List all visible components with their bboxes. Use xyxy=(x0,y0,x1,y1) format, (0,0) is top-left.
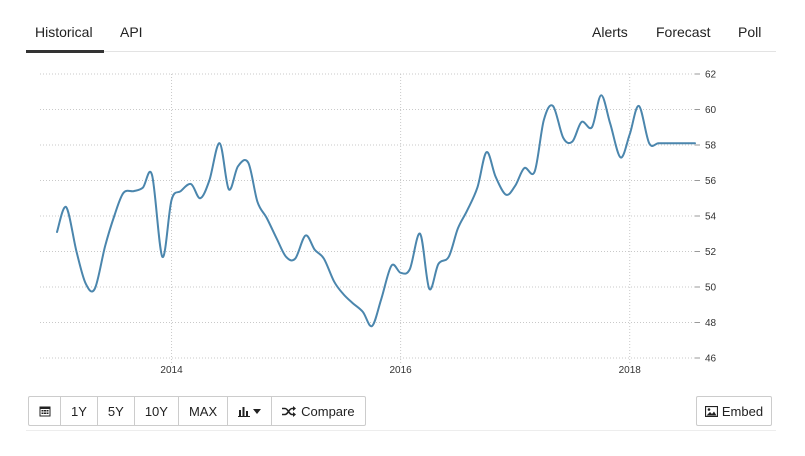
y-tick-label: 52 xyxy=(705,247,717,258)
calendar-button[interactable] xyxy=(29,397,61,425)
tab-alerts[interactable]: Alerts xyxy=(592,24,628,40)
x-tick-label: 2014 xyxy=(160,365,183,376)
range-1y-button[interactable]: 1Y xyxy=(61,397,98,425)
divider xyxy=(26,430,776,431)
x-tick-label: 2016 xyxy=(390,365,413,376)
range-10y-button[interactable]: 10Y xyxy=(135,397,179,425)
tab-historical[interactable]: Historical xyxy=(35,24,93,40)
chart-type-button[interactable] xyxy=(228,397,273,425)
calendar-icon xyxy=(39,406,50,417)
y-tick-label: 60 xyxy=(705,105,717,116)
bar-chart-icon xyxy=(238,406,251,417)
image-icon xyxy=(704,405,718,417)
compare-label: Compare xyxy=(301,403,355,419)
y-tick-label: 46 xyxy=(705,354,717,365)
y-tick-label: 62 xyxy=(705,70,717,81)
tab-poll[interactable]: Poll xyxy=(738,24,762,40)
y-tick-label: 58 xyxy=(705,141,717,152)
active-tab-indicator xyxy=(26,50,104,53)
shuffle-icon xyxy=(282,405,297,417)
caret-down-icon xyxy=(253,408,262,414)
series-line xyxy=(56,94,696,328)
range-max-button[interactable]: MAX xyxy=(179,397,229,425)
line-chart: 46 48 50 52 54 56 58 60 62 2014 2016 2018 xyxy=(40,70,717,376)
y-axis: 46 48 50 52 54 56 58 60 62 xyxy=(695,70,717,365)
chart-toolbar: 1Y 5Y 10Y MAX Compare xyxy=(28,396,366,426)
y-tick-label: 50 xyxy=(705,283,717,294)
tab-api[interactable]: API xyxy=(120,24,143,40)
tab-bar: Historical API Alerts Forecast Poll xyxy=(26,0,776,53)
y-tick-label: 56 xyxy=(705,176,717,187)
tab-forecast[interactable]: Forecast xyxy=(656,24,711,40)
embed-label: Embed xyxy=(721,403,764,419)
compare-button[interactable]: Compare xyxy=(272,397,364,425)
embed-button[interactable]: Embed xyxy=(696,396,772,426)
y-tick-label: 54 xyxy=(705,212,717,223)
x-tick-label: 2018 xyxy=(619,365,642,376)
y-tick-label: 48 xyxy=(705,318,717,329)
x-axis: 2014 2016 2018 xyxy=(160,365,641,376)
range-5y-button[interactable]: 5Y xyxy=(98,397,135,425)
